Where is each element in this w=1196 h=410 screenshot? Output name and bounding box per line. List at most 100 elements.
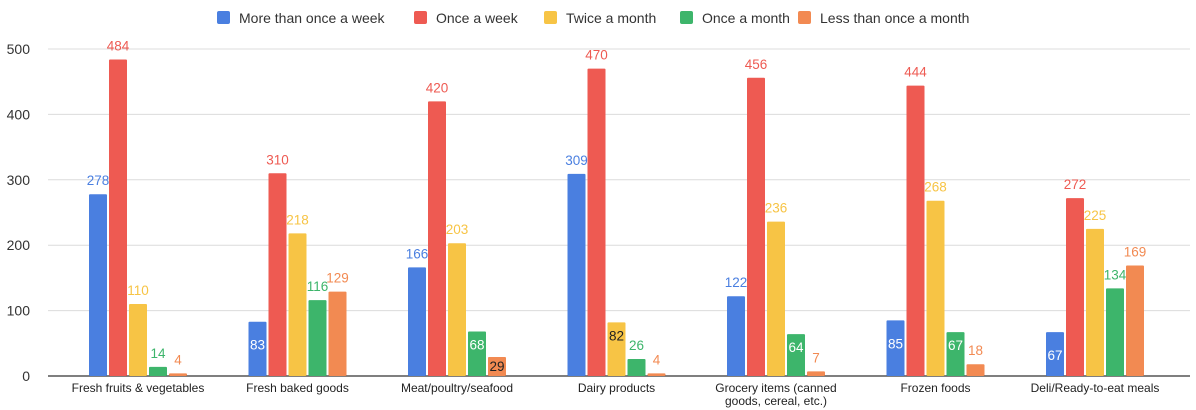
legend-label: Twice a month [566, 10, 656, 26]
bar [468, 331, 486, 376]
bar [727, 296, 745, 376]
bar [149, 366, 167, 376]
bar [567, 173, 586, 376]
legend-swatch [414, 11, 427, 24]
data-label: 129 [326, 271, 349, 286]
data-label: 166 [406, 246, 429, 261]
legend-swatch [544, 11, 557, 24]
data-label: 4 [174, 352, 182, 367]
y-tick-label: 300 [7, 172, 31, 188]
y-axis: 0 100 200 300 400 500 [7, 41, 1190, 384]
legend-swatch [680, 11, 693, 24]
gridlines [48, 48, 1190, 312]
data-label: 470 [585, 48, 608, 63]
y-tick-label: 400 [7, 106, 31, 122]
x-tick-label: goods, cereal, etc.) [725, 394, 827, 408]
bar [129, 304, 147, 376]
data-label: 225 [1084, 208, 1107, 223]
legend-label: Once a month [702, 10, 790, 26]
bar [926, 200, 945, 376]
data-label: 278 [87, 173, 110, 188]
data-label: 444 [904, 65, 927, 80]
bar [1106, 288, 1124, 376]
x-tick-label: Meat/poultry/seafood [401, 381, 513, 395]
data-label: 272 [1064, 177, 1087, 192]
data-label: 68 [469, 338, 484, 353]
legend-label: More than once a week [239, 10, 386, 26]
bar [428, 101, 446, 376]
bar [767, 221, 785, 376]
y-tick-label: 100 [7, 303, 31, 319]
data-label: 309 [565, 153, 588, 168]
bar [946, 332, 965, 376]
bar [747, 77, 765, 376]
data-label: 116 [307, 279, 329, 294]
bar [1126, 265, 1144, 376]
data-label: 85 [888, 336, 903, 351]
data-label: 134 [1104, 267, 1127, 282]
data-label: 83 [250, 338, 265, 353]
data-label: 7 [812, 350, 820, 365]
data-label: 67 [1047, 348, 1062, 363]
x-tick-label: Dairy products [578, 381, 655, 395]
data-label: 67 [948, 338, 963, 353]
bar [288, 233, 307, 376]
bar [328, 291, 347, 376]
legend-label: Less than once a month [820, 10, 969, 26]
data-label: 218 [286, 212, 309, 227]
data-label: 169 [1124, 244, 1147, 259]
x-axis: Fresh fruits & vegetables Fresh baked goo… [72, 381, 1160, 408]
data-label: 236 [765, 201, 788, 216]
data-label: 18 [968, 343, 983, 358]
data-label: 122 [725, 275, 748, 290]
legend-swatch [217, 11, 230, 24]
bar [488, 357, 506, 376]
data-label: 456 [745, 57, 768, 72]
bar [587, 68, 606, 377]
data-label: 110 [127, 283, 149, 298]
bar [109, 59, 127, 377]
data-label: 268 [924, 180, 947, 195]
bar [89, 194, 107, 376]
data-label: 14 [150, 346, 166, 361]
bar [966, 364, 985, 376]
bar [906, 85, 925, 377]
data-label: 484 [107, 38, 130, 53]
x-tick-label: Fresh baked goods [246, 381, 349, 395]
data-label: 29 [489, 359, 504, 374]
data-label: 310 [266, 152, 289, 167]
bar [627, 358, 646, 376]
bar [1046, 332, 1064, 376]
legend-swatch [798, 11, 811, 24]
legend-label: Once a week [436, 10, 519, 26]
bar [1066, 198, 1084, 376]
data-label: 82 [609, 328, 624, 343]
data-label: 203 [446, 222, 469, 237]
bar [886, 320, 905, 376]
y-tick-label: 200 [7, 237, 31, 253]
bar [448, 243, 466, 376]
data-label: 4 [653, 352, 661, 367]
legend: More than once a week Once a week Twice a … [217, 10, 969, 26]
bar [169, 373, 187, 376]
bar [607, 322, 626, 376]
bar [248, 321, 267, 376]
data-label: 420 [426, 80, 449, 95]
bar [308, 300, 327, 376]
bar [1086, 228, 1104, 376]
x-tick-label: Deli/Ready-to-eat meals [1031, 381, 1160, 395]
data-label: 64 [788, 340, 804, 355]
bar [268, 173, 287, 376]
bar [807, 371, 825, 376]
bar [647, 373, 666, 376]
y-tick-label: 500 [7, 41, 31, 57]
bar [408, 267, 426, 376]
bar [787, 334, 805, 376]
x-tick-label: Frozen foods [900, 381, 970, 395]
x-tick-label: Grocery items (canned [715, 381, 836, 395]
y-tick-label: 0 [22, 368, 30, 384]
x-tick-label: Fresh fruits & vegetables [72, 381, 205, 395]
